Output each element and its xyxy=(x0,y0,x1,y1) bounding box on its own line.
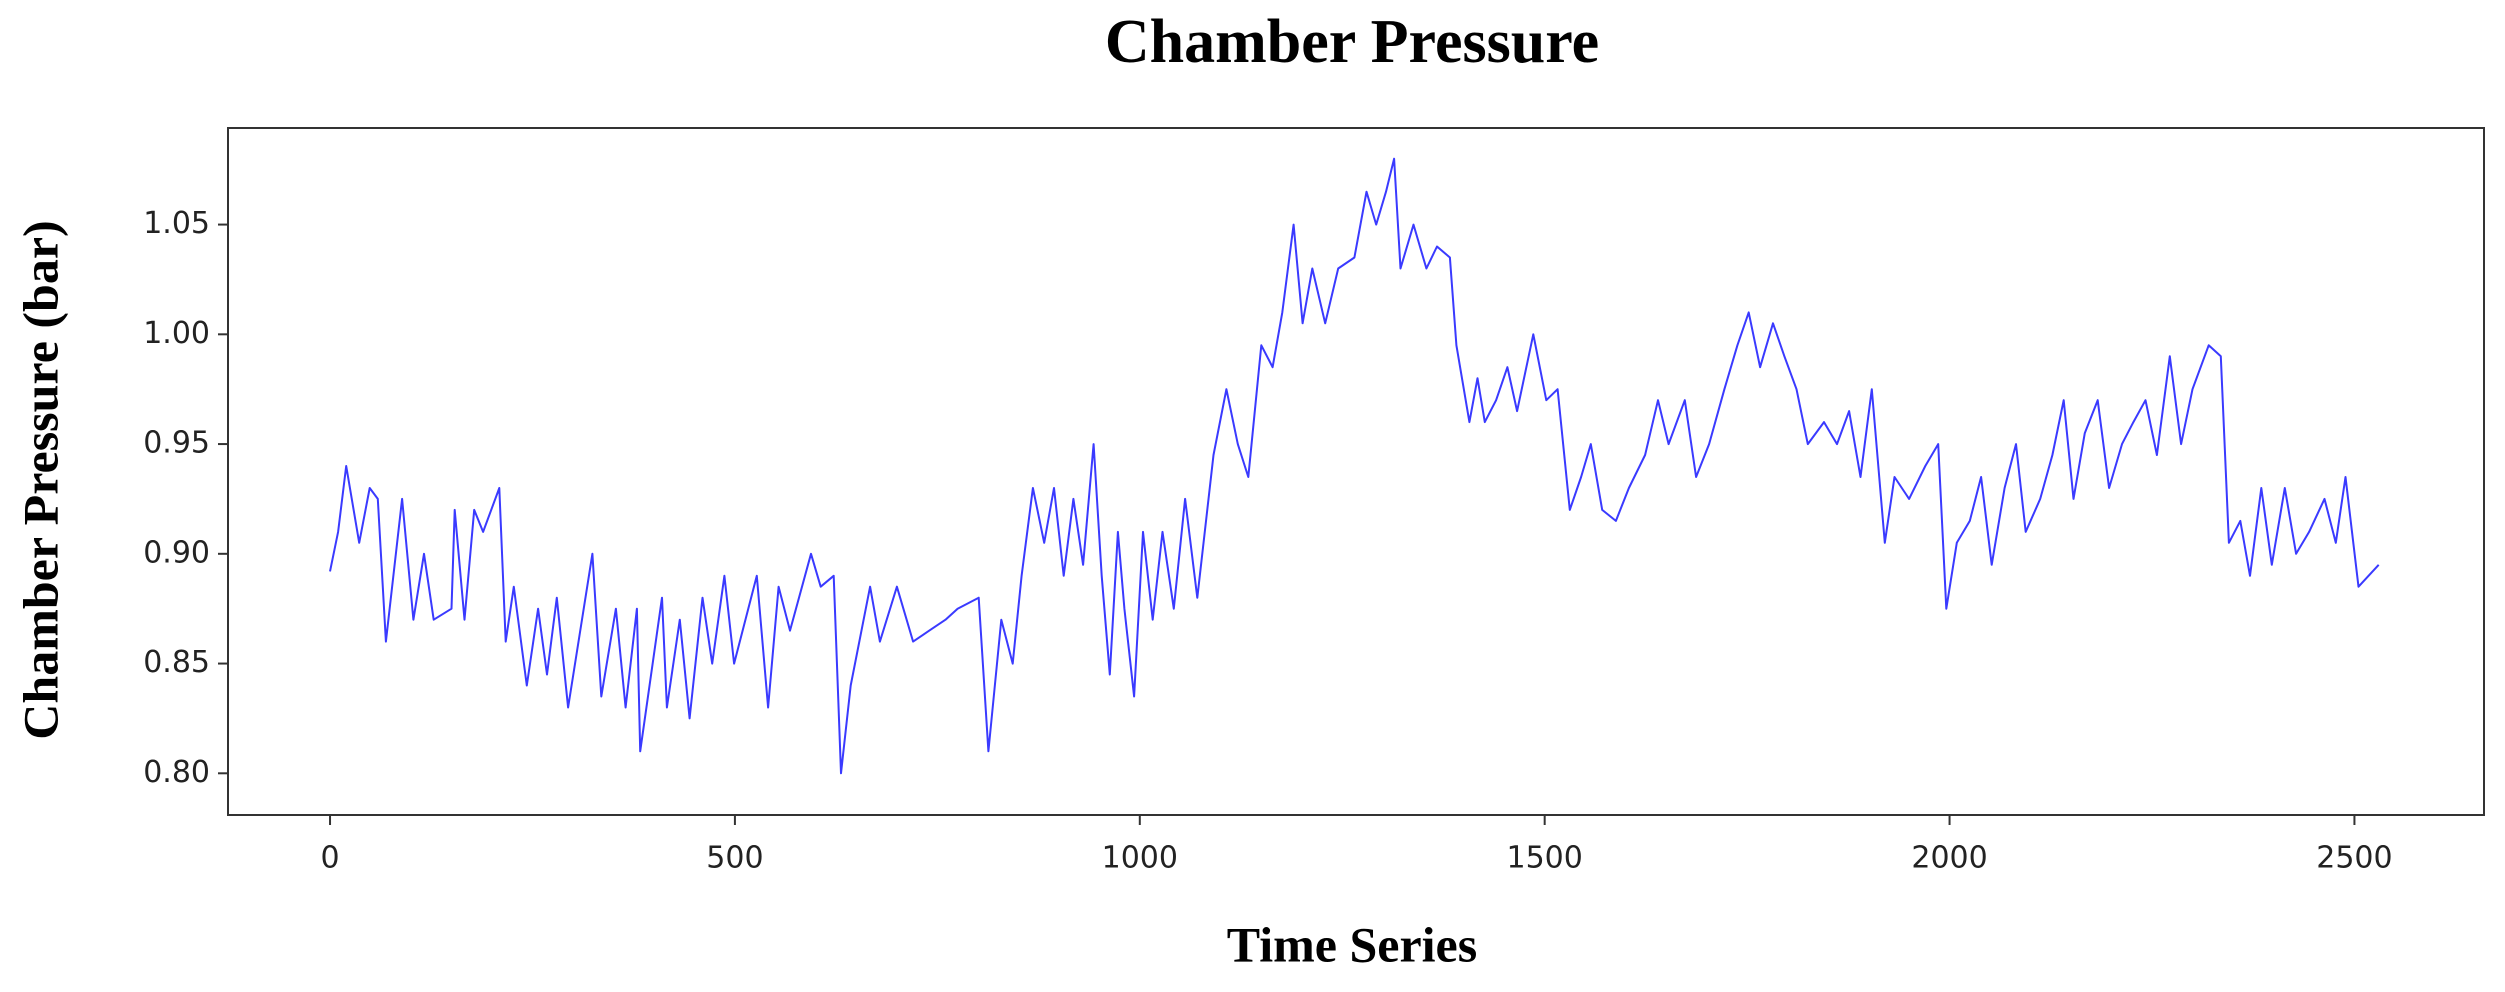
y-tick-label: 0.90 xyxy=(143,535,210,570)
y-tick-label: 0.95 xyxy=(143,426,210,461)
y-tick-label: 1.00 xyxy=(143,316,210,351)
y-axis-label: Chamber Pressure (bar) xyxy=(12,220,68,739)
y-tick-label: 1.05 xyxy=(143,206,210,241)
x-tick-label: 2500 xyxy=(2316,841,2392,876)
x-axis-label: Time Series xyxy=(1227,916,1477,972)
y-tick-label: 0.85 xyxy=(143,645,210,680)
x-tick-label: 0 xyxy=(320,841,339,876)
x-tick-label: 2000 xyxy=(1911,841,1987,876)
y-tick-label: 0.80 xyxy=(143,755,210,790)
x-tick-label: 500 xyxy=(706,841,763,876)
chart-title: Chamber Pressure xyxy=(1105,8,1599,76)
x-tick-label: 1000 xyxy=(1102,841,1178,876)
data-line xyxy=(329,157,2380,775)
plot-frame xyxy=(227,127,2485,816)
x-tick-label: 1500 xyxy=(1506,841,1582,876)
